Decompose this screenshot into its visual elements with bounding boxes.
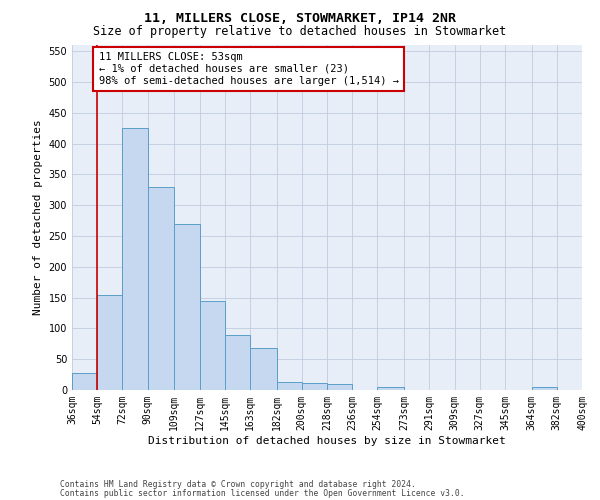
- Y-axis label: Number of detached properties: Number of detached properties: [33, 120, 43, 316]
- Text: 11 MILLERS CLOSE: 53sqm
← 1% of detached houses are smaller (23)
98% of semi-det: 11 MILLERS CLOSE: 53sqm ← 1% of detached…: [98, 52, 398, 86]
- Bar: [327, 384, 352, 390]
- Bar: [277, 382, 302, 390]
- Bar: [148, 186, 174, 390]
- Bar: [302, 383, 327, 390]
- Text: 11, MILLERS CLOSE, STOWMARKET, IP14 2NR: 11, MILLERS CLOSE, STOWMARKET, IP14 2NR: [144, 12, 456, 26]
- Bar: [225, 334, 250, 390]
- Bar: [250, 348, 277, 390]
- Bar: [174, 224, 200, 390]
- Bar: [122, 128, 148, 390]
- Bar: [532, 387, 557, 390]
- Text: Contains HM Land Registry data © Crown copyright and database right 2024.: Contains HM Land Registry data © Crown c…: [60, 480, 416, 489]
- Bar: [97, 294, 122, 390]
- Bar: [200, 300, 225, 390]
- Bar: [72, 373, 97, 390]
- Text: Contains public sector information licensed under the Open Government Licence v3: Contains public sector information licen…: [60, 488, 464, 498]
- X-axis label: Distribution of detached houses by size in Stowmarket: Distribution of detached houses by size …: [148, 436, 506, 446]
- Bar: [377, 387, 404, 390]
- Text: Size of property relative to detached houses in Stowmarket: Size of property relative to detached ho…: [94, 25, 506, 38]
